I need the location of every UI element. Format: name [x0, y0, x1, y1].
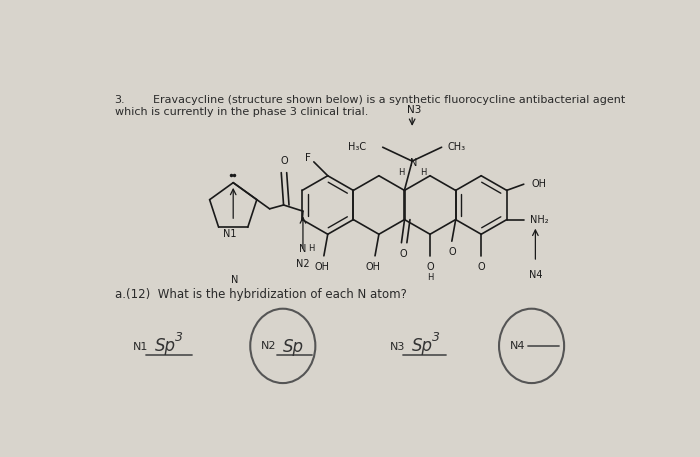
Text: CH₃: CH₃ [448, 142, 466, 152]
Text: N4: N4 [510, 341, 526, 351]
Text: O: O [399, 249, 407, 259]
Text: N3: N3 [407, 105, 421, 115]
Text: OH: OH [531, 179, 547, 189]
Text: F: F [304, 153, 311, 163]
Text: 3.: 3. [115, 95, 125, 105]
Text: N: N [231, 276, 239, 286]
Text: OH: OH [365, 262, 380, 272]
Text: which is currently in the phase 3 clinical trial.: which is currently in the phase 3 clinic… [115, 107, 368, 117]
Text: H: H [420, 168, 426, 177]
Text: O: O [281, 156, 288, 166]
Text: N: N [410, 159, 417, 169]
Text: NH₂: NH₂ [530, 215, 549, 225]
Text: N3: N3 [390, 342, 405, 352]
Text: N2: N2 [261, 341, 277, 351]
Text: O: O [477, 262, 485, 272]
Text: N: N [300, 244, 307, 254]
Text: Sp: Sp [412, 337, 433, 355]
Text: H: H [398, 168, 405, 177]
Text: N4: N4 [528, 270, 542, 280]
Text: Eravacycline (structure shown below) is a synthetic fluorocycline antibacterial : Eravacycline (structure shown below) is … [153, 95, 626, 105]
Text: H₃C: H₃C [347, 142, 365, 152]
Text: H: H [308, 244, 315, 253]
Text: 3: 3 [433, 331, 440, 344]
Text: N1: N1 [132, 342, 148, 352]
Text: OH: OH [314, 262, 329, 272]
Text: O: O [426, 262, 434, 272]
Text: N2: N2 [296, 259, 310, 269]
Text: O: O [448, 247, 456, 257]
Text: a.(12)  What is the hybridization of each N atom?: a.(12) What is the hybridization of each… [115, 288, 407, 301]
Text: Sp: Sp [155, 337, 176, 355]
Text: Sp: Sp [283, 339, 304, 356]
Text: H: H [427, 273, 433, 282]
Text: 3: 3 [175, 331, 183, 344]
Text: N1: N1 [223, 229, 236, 239]
